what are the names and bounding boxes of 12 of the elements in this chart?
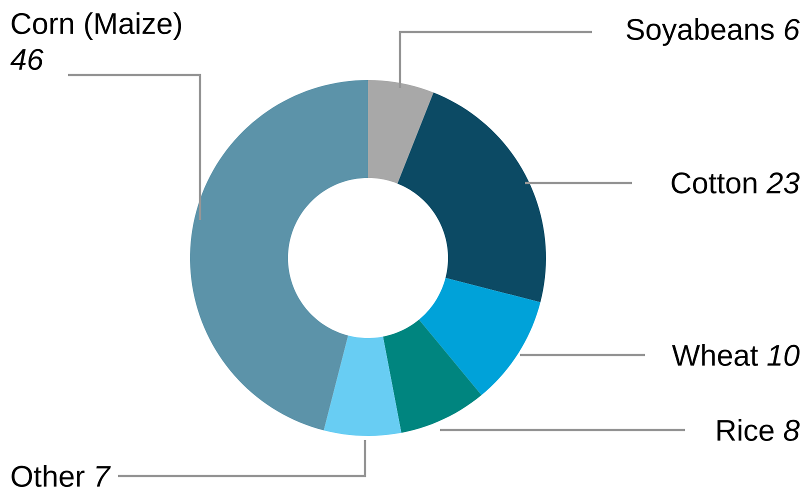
slice-label: Corn (Maize) — [12, 12, 182, 40]
slice-label: Soyabeans — [626, 18, 774, 46]
data-label: 23 — [766, 172, 800, 194]
data-label: 7 — [96, 466, 111, 487]
slice-label: Wheat — [672, 344, 758, 366]
data-label: 10 — [767, 344, 800, 366]
slice-label: Rice — [718, 419, 774, 441]
slice-label: Other — [12, 465, 84, 487]
data-label: 8 — [784, 420, 800, 441]
data-label: 6 — [784, 18, 800, 40]
data-label: 46 — [10, 48, 44, 70]
slice-label: Cotton — [672, 172, 756, 194]
